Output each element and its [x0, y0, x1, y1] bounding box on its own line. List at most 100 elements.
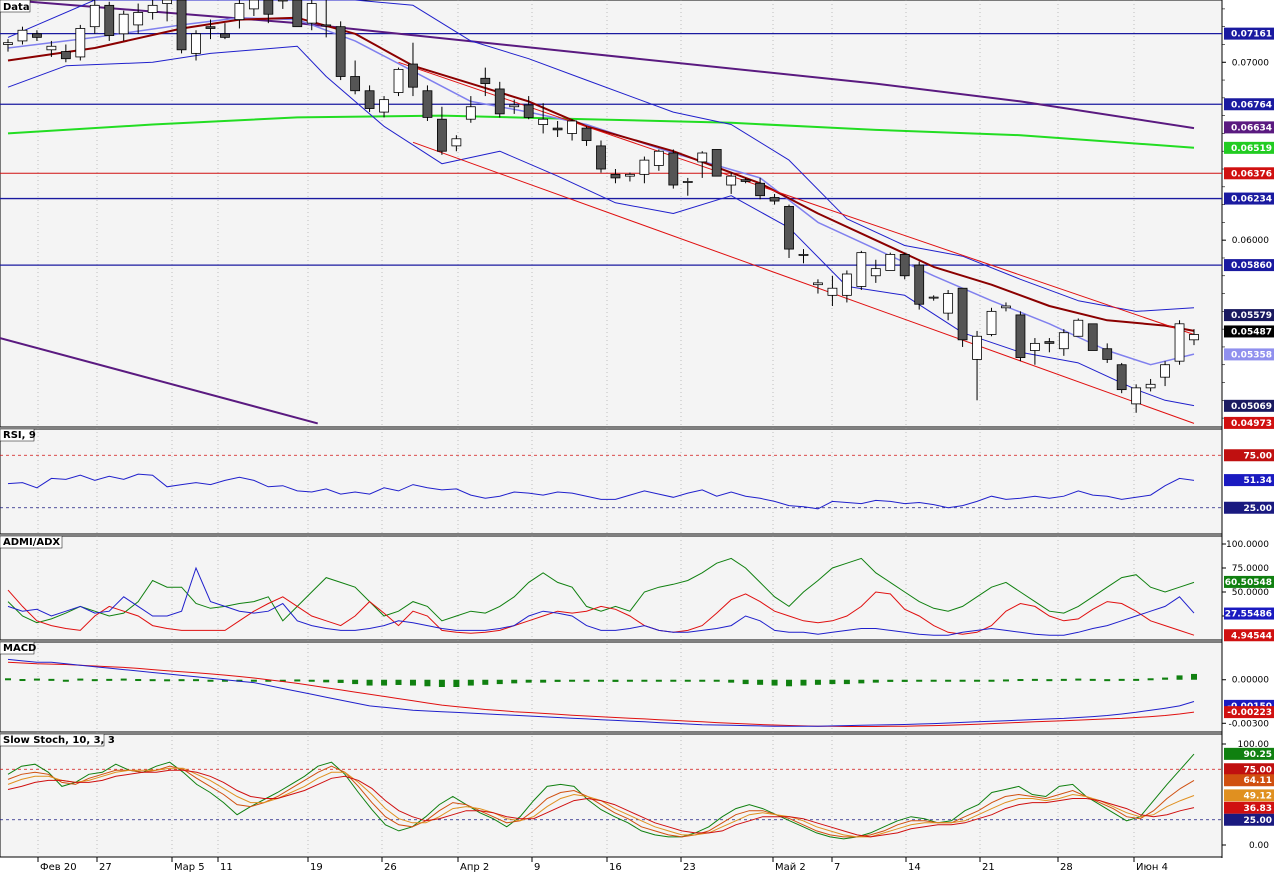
macd-panel-title: MACD [3, 643, 36, 654]
date-tick-label: 14 [908, 862, 921, 872]
moving-average-medium [7, 114, 1195, 149]
macd-histogram-bar [612, 679, 619, 682]
adx-tick-label: 50.0000 [1232, 588, 1269, 598]
adx-panel[interactable] [7, 557, 1195, 636]
candle-up [306, 3, 317, 24]
macd-tick-label: -0.00300 [1229, 719, 1270, 729]
stoch-badge-75.00-bg [1224, 763, 1274, 776]
macd-histogram-bar [583, 679, 590, 682]
stoch-tick-label: 0.00 [1249, 841, 1269, 851]
date-tick-label: Мар 5 [174, 862, 205, 872]
macd-badge--0.00223: -0.00223 [1227, 708, 1272, 718]
macd-histogram-bar [1104, 679, 1111, 682]
candle-down [263, 0, 274, 15]
candle-up [321, 24, 332, 27]
price-badge-0.07161: 0.07161 [1231, 30, 1272, 40]
stoch-badge-49.12-bg [1224, 789, 1274, 802]
macd-histogram-bar [77, 678, 84, 681]
stoch-badge-36.83-bg [1224, 801, 1274, 814]
stoch-badge-64.11: 64.11 [1244, 776, 1272, 786]
candle-up [451, 138, 462, 147]
candle-down [60, 51, 71, 60]
candle-down [32, 33, 42, 38]
macd-histogram-bar [858, 679, 865, 684]
price-badge-0.06234-bg [1224, 192, 1274, 205]
panel-background-macd [0, 641, 1223, 733]
macd-histogram-bar [193, 679, 200, 682]
candle-down [1116, 364, 1127, 391]
price-panel[interactable] [0, 0, 1222, 425]
macd-histogram-bar [135, 679, 142, 682]
panel-background-rsi [0, 428, 1223, 535]
candle-down [581, 127, 592, 141]
panels-layer [0, 0, 1223, 858]
price-panel-title: Data [3, 2, 30, 13]
candle-up [46, 45, 57, 51]
candle-down [220, 33, 230, 38]
macd-histogram-bar [974, 679, 981, 682]
candle-up [1030, 342, 1040, 351]
candle-up [1189, 334, 1199, 341]
candle-down [205, 26, 216, 29]
bollinger-lower [7, 45, 1195, 407]
rsi-badge-51.34: 51.34 [1244, 476, 1272, 486]
date-tick-label: 21 [982, 862, 995, 872]
price-badge-0.05358: 0.05358 [1231, 350, 1272, 360]
candle-down [1102, 348, 1113, 360]
macd-histogram-bar [901, 679, 908, 682]
macd-histogram-bar [699, 679, 706, 682]
macd-histogram-bar [48, 678, 55, 681]
date-tick-label: Апр 2 [460, 862, 489, 872]
macd-histogram-bar [1191, 673, 1197, 680]
candle-up [509, 104, 520, 108]
macd-histogram-bar [308, 679, 315, 682]
candle-up [1145, 383, 1156, 389]
rsi-panel[interactable] [0, 454, 1222, 510]
price-badge-0.06764: 0.06764 [1231, 100, 1272, 110]
candle-down [552, 127, 563, 131]
price-badge-0.05579: 0.05579 [1231, 311, 1272, 321]
macd-histogram-bar [482, 679, 489, 685]
macd-histogram-bar [265, 679, 272, 682]
candle-down [335, 26, 346, 77]
price-badge-0.06634: 0.06634 [1231, 123, 1272, 133]
channel-lower [412, 141, 1195, 424]
macd-histogram-bar [409, 679, 416, 686]
candle-up [1174, 323, 1185, 362]
macd-histogram-bar [887, 679, 894, 682]
adx-line-blue [7, 566, 1195, 636]
macd-histogram-bar [554, 679, 561, 682]
macd-histogram-bar [352, 679, 359, 685]
rsi-badge-51.34-bg [1224, 474, 1274, 487]
price-badge-0.05487-bg [1224, 325, 1274, 338]
panel-background-adx [0, 535, 1223, 641]
macd-histogram-bar [641, 679, 648, 682]
macd-histogram-bar [800, 679, 807, 686]
stoch-panel[interactable] [0, 753, 1222, 840]
candle-up [697, 152, 708, 163]
adx-badge-27.55486: 27.55486 [1225, 610, 1272, 620]
macd-histogram-bar [438, 679, 445, 687]
candle-down [480, 77, 491, 85]
candle-down [755, 182, 765, 197]
date-tick-label: Июн 4 [1136, 862, 1168, 872]
candle-down [364, 90, 375, 109]
candle-down [1044, 341, 1055, 344]
macd-histogram-bar [323, 679, 330, 683]
stoch-line-3 [7, 769, 1195, 838]
adx-badge-60.50548: 60.50548 [1225, 578, 1272, 588]
stoch-badge-25.00-bg [1224, 813, 1274, 826]
macd-histogram-bar [1162, 677, 1169, 680]
macd-histogram-bar [33, 678, 40, 681]
price-badge-0.05487: 0.05487 [1231, 327, 1272, 337]
candle-up [653, 150, 664, 166]
price-badge-0.05860: 0.05860 [1231, 261, 1272, 271]
stoch-line-1 [7, 765, 1195, 838]
candle-up [726, 175, 737, 186]
candle-up [1160, 364, 1170, 378]
macd-histogram-bar [829, 679, 836, 685]
stoch-panel-title: Slow Stoch, 10, 3, 3 [3, 735, 115, 746]
macd-panel[interactable] [5, 658, 1197, 727]
